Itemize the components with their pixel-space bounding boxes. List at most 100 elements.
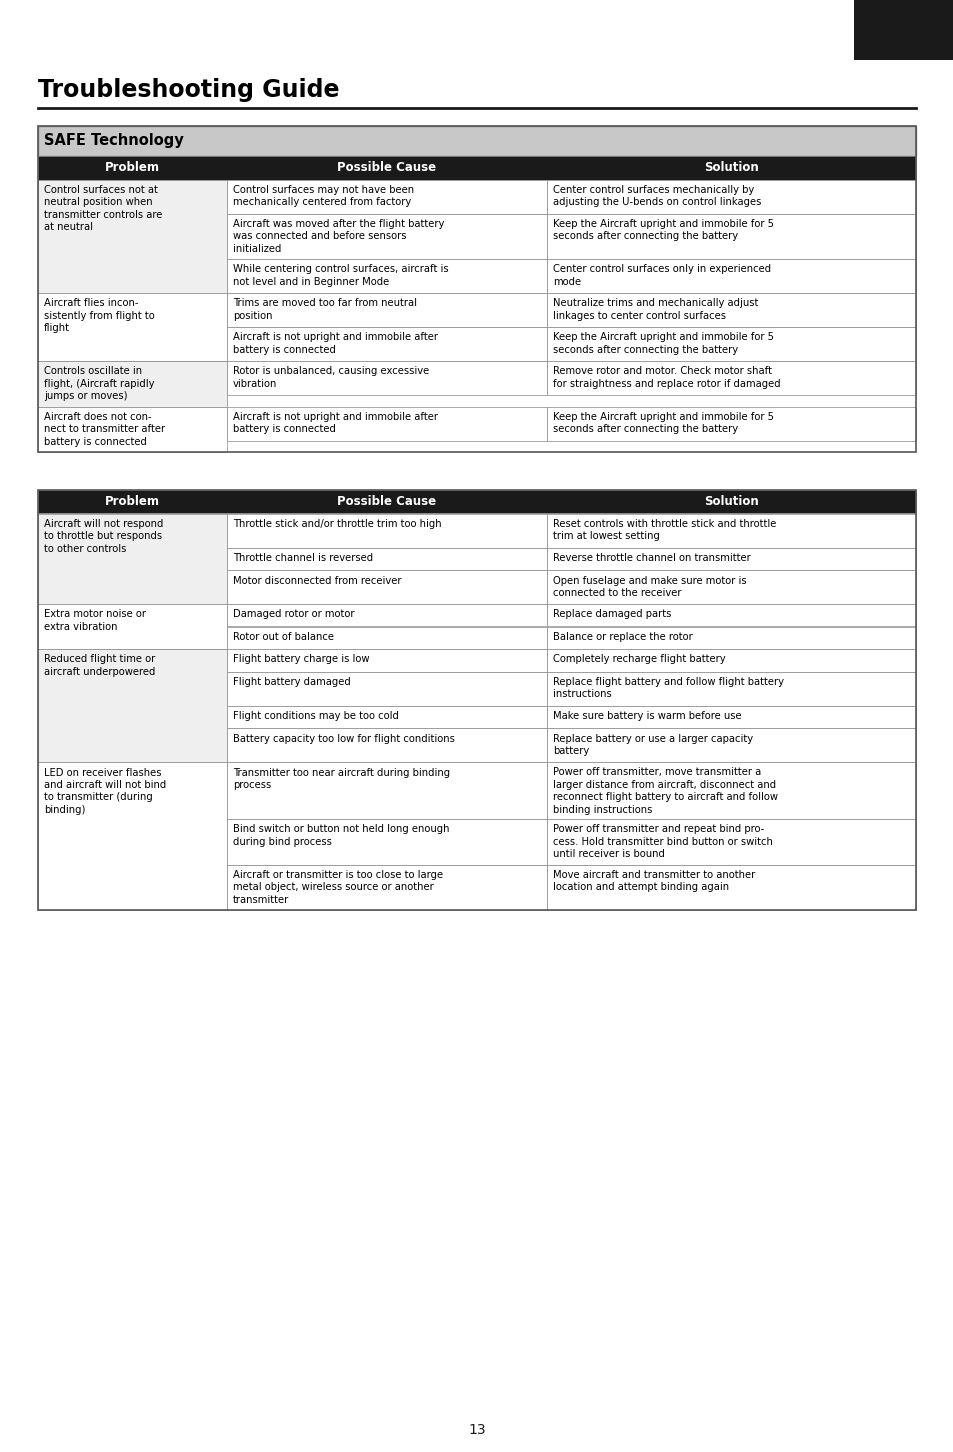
Bar	[547, 649, 915, 671]
Text: EN: EN	[893, 23, 914, 36]
Text: Keep the Aircraft upright and immobile for 5
seconds after connecting the batter: Keep the Aircraft upright and immobile f…	[553, 333, 774, 354]
Text: Neutralize trims and mechanically adjust
linkages to center control surfaces: Neutralize trims and mechanically adjust…	[553, 299, 758, 321]
Bar	[227, 762, 547, 819]
Bar	[227, 213, 547, 258]
Text: Problem: Problem	[105, 161, 160, 174]
Bar	[38, 762, 227, 910]
Text: Reverse throttle channel on transmitter: Reverse throttle channel on transmitter	[553, 553, 750, 563]
Text: Possible Cause: Possible Cause	[337, 161, 436, 174]
Text: Center control surfaces only in experienced
mode: Center control surfaces only in experien…	[553, 264, 771, 287]
Bar	[227, 706, 547, 727]
Bar	[38, 489, 915, 910]
Text: Extra motor noise or
extra vibration: Extra motor noise or extra vibration	[44, 610, 146, 632]
Bar	[38, 362, 227, 407]
Text: Replace battery or use a larger capacity
battery: Replace battery or use a larger capacity…	[553, 733, 753, 756]
Text: Reduced flight time or
aircraft underpowered: Reduced flight time or aircraft underpow…	[44, 655, 155, 677]
Text: Aircraft or transmitter is too close to large
metal object, wireless source or a: Aircraft or transmitter is too close to …	[233, 870, 442, 905]
Text: LED on receiver flashes
and aircraft will not bind
to transmitter (during
bindin: LED on receiver flashes and aircraft wil…	[44, 768, 166, 815]
Bar	[38, 293, 227, 362]
Bar	[38, 126, 915, 452]
Bar	[227, 293, 547, 327]
Bar	[38, 649, 227, 762]
Text: Keep the Aircraft upright and immobile for 5
seconds after connecting the batter: Keep the Aircraft upright and immobile f…	[553, 219, 774, 241]
Text: Flight battery charge is low: Flight battery charge is low	[233, 655, 369, 665]
Bar	[547, 213, 915, 258]
Text: Controls oscillate in
flight, (Aircraft rapidly
jumps or moves): Controls oscillate in flight, (Aircraft …	[44, 366, 154, 401]
Bar	[227, 362, 547, 395]
Text: Throttle channel is reversed: Throttle channel is reversed	[233, 553, 373, 563]
Text: Aircraft will not respond
to throttle but responds
to other controls: Aircraft will not respond to throttle bu…	[44, 518, 163, 553]
Bar	[38, 180, 227, 293]
Text: Aircraft does not con-
nect to transmitter after
battery is connected: Aircraft does not con- nect to transmitt…	[44, 412, 165, 447]
Bar	[547, 407, 915, 440]
Bar	[227, 327, 547, 362]
Text: Rotor is unbalanced, causing excessive
vibration: Rotor is unbalanced, causing excessive v…	[233, 366, 429, 389]
Bar	[38, 155, 915, 180]
Bar	[853, 0, 953, 60]
Text: Solution: Solution	[703, 495, 759, 508]
Bar	[227, 671, 547, 706]
Text: Motor disconnected from receiver: Motor disconnected from receiver	[233, 575, 401, 585]
Bar	[227, 547, 547, 571]
Text: Aircraft is not upright and immobile after
battery is connected: Aircraft is not upright and immobile aft…	[233, 333, 437, 354]
Text: Flight battery damaged: Flight battery damaged	[233, 677, 350, 687]
Text: Power off transmitter and repeat bind pro-
cess. Hold transmitter bind button or: Power off transmitter and repeat bind pr…	[553, 825, 772, 860]
Bar	[547, 327, 915, 362]
Text: Control surfaces not at
neutral position when
transmitter controls are
at neutra: Control surfaces not at neutral position…	[44, 184, 162, 232]
Bar	[38, 407, 227, 452]
Text: Troubleshooting Guide: Troubleshooting Guide	[38, 78, 339, 102]
Bar	[227, 819, 547, 864]
Bar	[547, 258, 915, 293]
Bar	[547, 180, 915, 213]
Text: Move aircraft and transmitter to another
location and attempt binding again: Move aircraft and transmitter to another…	[553, 870, 755, 893]
Bar	[227, 258, 547, 293]
Bar	[547, 604, 915, 626]
Bar	[547, 514, 915, 547]
Text: Transmitter too near aircraft during binding
process: Transmitter too near aircraft during bin…	[233, 768, 450, 790]
Text: Flight conditions may be too cold: Flight conditions may be too cold	[233, 711, 398, 722]
Text: Open fuselage and make sure motor is
connected to the receiver: Open fuselage and make sure motor is con…	[553, 575, 746, 598]
Text: 13: 13	[468, 1423, 485, 1437]
Bar	[38, 514, 227, 604]
Text: Completely recharge flight battery: Completely recharge flight battery	[553, 655, 725, 665]
Text: Power off transmitter, move transmitter a
larger distance from aircraft, disconn: Power off transmitter, move transmitter …	[553, 768, 778, 815]
Bar	[227, 180, 547, 213]
Bar	[547, 706, 915, 727]
Bar	[38, 604, 227, 649]
Text: Damaged rotor or motor: Damaged rotor or motor	[233, 610, 354, 620]
Text: Control surfaces may not have been
mechanically centered from factory: Control surfaces may not have been mecha…	[233, 184, 414, 208]
Text: Remove rotor and motor. Check motor shaft
for straightness and replace rotor if : Remove rotor and motor. Check motor shaf…	[553, 366, 781, 389]
Text: Aircraft flies incon-
sistently from flight to
flight: Aircraft flies incon- sistently from fli…	[44, 299, 154, 334]
Bar	[547, 626, 915, 649]
Bar	[547, 762, 915, 819]
Bar	[227, 727, 547, 762]
Bar	[547, 819, 915, 864]
Text: Center control surfaces mechanically by
adjusting the U-bends on control linkage: Center control surfaces mechanically by …	[553, 184, 760, 208]
Bar	[227, 649, 547, 671]
Bar	[38, 489, 915, 514]
Text: Rotor out of balance: Rotor out of balance	[233, 632, 334, 642]
Text: Throttle stick and/or throttle trim too high: Throttle stick and/or throttle trim too …	[233, 518, 441, 529]
Text: SAFE Technology: SAFE Technology	[44, 134, 184, 148]
Text: Battery capacity too low for flight conditions: Battery capacity too low for flight cond…	[233, 733, 455, 743]
Text: Trims are moved too far from neutral
position: Trims are moved too far from neutral pos…	[233, 299, 416, 321]
Text: Make sure battery is warm before use: Make sure battery is warm before use	[553, 711, 741, 722]
Bar	[547, 727, 915, 762]
Bar	[227, 407, 547, 440]
Bar	[227, 626, 547, 649]
Text: Balance or replace the rotor: Balance or replace the rotor	[553, 632, 692, 642]
Text: While centering control surfaces, aircraft is
not level and in Beginner Mode: While centering control surfaces, aircra…	[233, 264, 448, 287]
Text: Replace flight battery and follow flight battery
instructions: Replace flight battery and follow flight…	[553, 677, 783, 700]
Bar	[227, 864, 547, 910]
Text: Aircraft is not upright and immobile after
battery is connected: Aircraft is not upright and immobile aft…	[233, 412, 437, 434]
Text: Reset controls with throttle stick and throttle
trim at lowest setting: Reset controls with throttle stick and t…	[553, 518, 776, 542]
Text: Aircraft was moved after the flight battery
was connected and before sensors
ini: Aircraft was moved after the flight batt…	[233, 219, 444, 254]
Text: Replace damaged parts: Replace damaged parts	[553, 610, 671, 620]
Bar	[227, 604, 547, 626]
Text: Bind switch or button not held long enough
during bind process: Bind switch or button not held long enou…	[233, 825, 449, 847]
Bar	[227, 514, 547, 547]
Bar	[547, 547, 915, 571]
Bar	[547, 571, 915, 604]
Bar	[38, 126, 915, 155]
Bar	[547, 362, 915, 395]
